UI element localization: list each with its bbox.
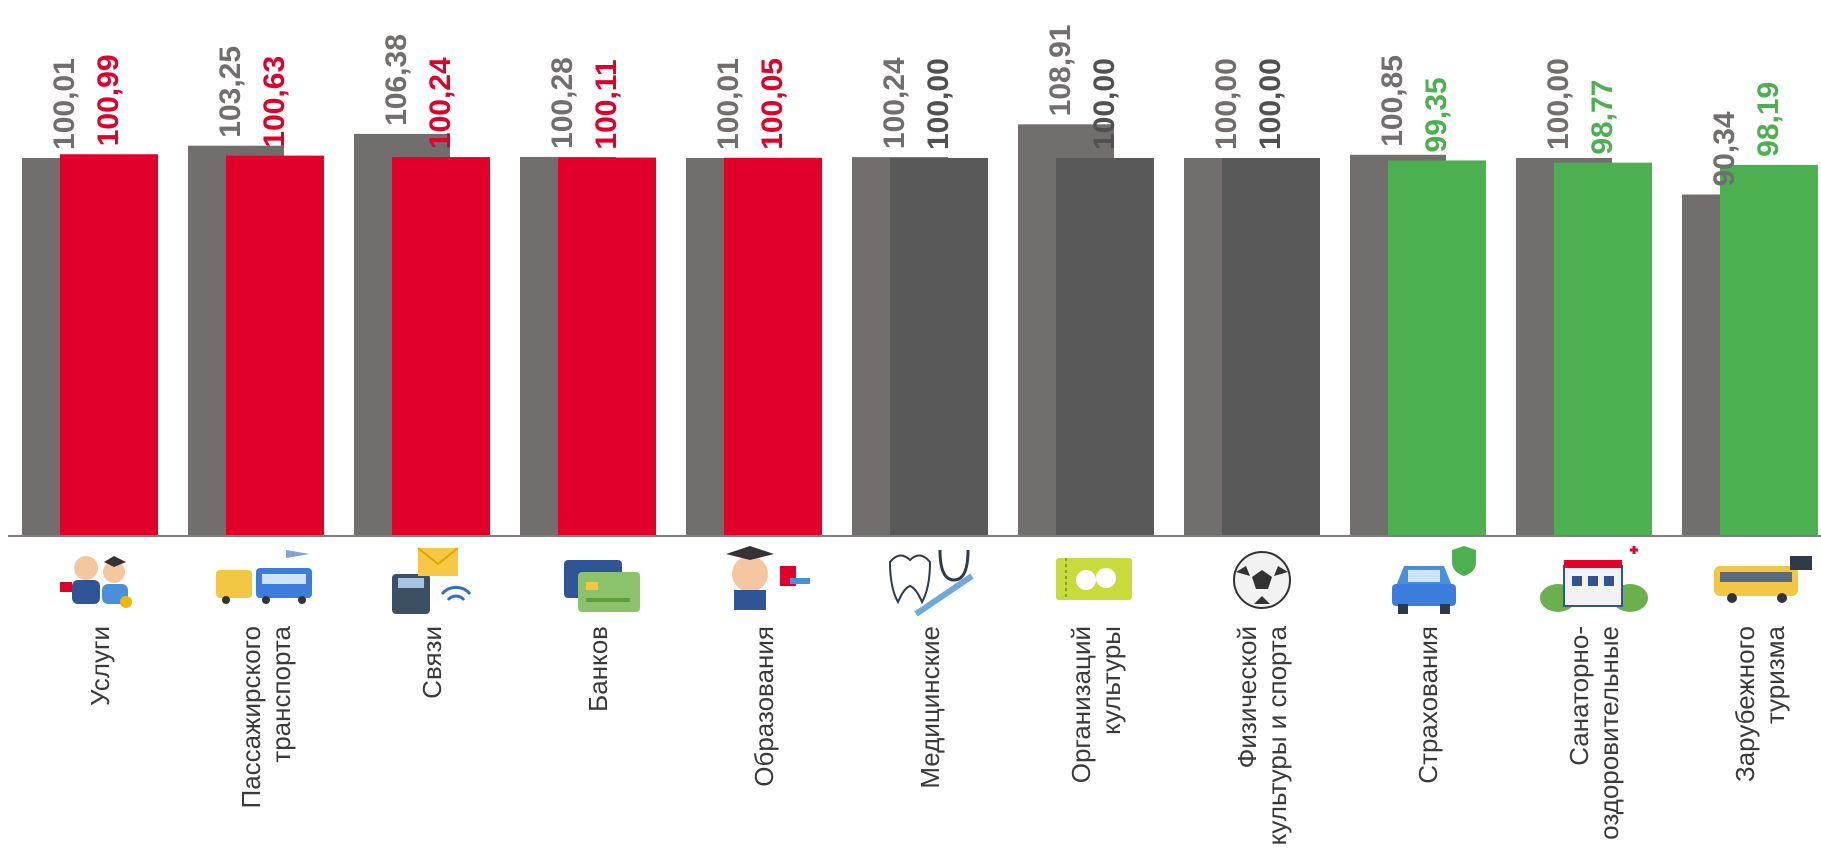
soccer-ball-icon xyxy=(1233,551,1291,609)
value-label-series1-10: 90,34 xyxy=(1708,111,1741,186)
value-label-series1-0: 100,01 xyxy=(48,58,81,150)
category-label-1: Пассажирскоготранспорта xyxy=(236,625,296,808)
value-label-series1-3: 100,28 xyxy=(546,57,579,149)
tour-bus-icon xyxy=(1714,556,1812,603)
services-people-icon xyxy=(60,556,132,608)
bar-series2-7 xyxy=(1222,158,1320,536)
theater-tickets-icon xyxy=(1056,558,1132,600)
category-label-5: Медицинские xyxy=(915,626,945,789)
bar-series2-3 xyxy=(558,157,656,536)
category-label-3: Банков xyxy=(583,626,613,712)
value-label-series1-9: 100,00 xyxy=(1542,58,1575,150)
category-label-10: Зарубежноготуризма xyxy=(1730,625,1790,782)
value-label-series2-9: 98,77 xyxy=(1586,80,1619,155)
value-label-series2-8: 99,35 xyxy=(1420,77,1453,152)
bar-series2-10 xyxy=(1720,164,1818,536)
sanatorium-building-icon xyxy=(1540,546,1648,612)
bar-series2-4 xyxy=(724,157,822,536)
value-label-series2-2: 100,24 xyxy=(424,57,457,149)
category-label-7: Физическойкультуры и спорта xyxy=(1232,625,1292,845)
category-label-0: Услуги xyxy=(85,626,115,706)
value-label-series1-2: 106,38 xyxy=(380,34,413,126)
value-label-series2-10: 98,19 xyxy=(1752,82,1785,157)
category-label-8: Страхования xyxy=(1413,626,1443,784)
telephone-mail-wifi-icon xyxy=(392,547,472,614)
value-label-series2-7: 100,00 xyxy=(1254,58,1287,150)
category-label-4: Образования xyxy=(749,626,779,787)
value-label-series2-0: 100,99 xyxy=(92,54,125,146)
value-label-series2-6: 100,00 xyxy=(1088,58,1121,150)
category-labels-layer: Услуги Пассажирскоготранспорта Связи Банков… xyxy=(85,625,1790,845)
value-label-series1-4: 100,01 xyxy=(712,58,745,150)
bank-cards-icon xyxy=(564,560,640,612)
category-label-9: Санаторно-оздоровительные xyxy=(1564,626,1624,840)
bus-taxi-train-plane-icon xyxy=(216,550,312,604)
value-label-series2-1: 100,63 xyxy=(258,56,291,148)
value-label-series1-7: 100,00 xyxy=(1210,58,1243,150)
value-label-series2-4: 100,05 xyxy=(756,58,789,150)
bar-series2-6 xyxy=(1056,158,1154,536)
value-label-series1-6: 108,91 xyxy=(1044,25,1077,117)
value-label-series2-5: 100,00 xyxy=(922,58,955,150)
value-label-series1-5: 100,24 xyxy=(878,57,911,149)
bar-series2-1 xyxy=(226,155,324,537)
bar-series2-8 xyxy=(1388,160,1486,536)
bars-layer xyxy=(22,124,1818,537)
car-shield-icon xyxy=(1392,546,1476,614)
bar-series2-5 xyxy=(890,158,988,536)
tooth-stethoscope-syringe-icon xyxy=(888,549,974,617)
category-icons-layer xyxy=(60,546,1812,617)
category-label-6: Организацийкультуры xyxy=(1066,626,1126,783)
bar-series2-0 xyxy=(60,154,158,536)
value-labels-layer: 100,01 100,99 103,25 100,63 106,38 100,24 100,… xyxy=(48,25,1785,187)
category-label-2: Связи xyxy=(417,626,447,699)
bar-series2-9 xyxy=(1554,162,1652,536)
value-label-series2-3: 100,11 xyxy=(590,59,623,149)
graduate-diploma-icon xyxy=(726,546,810,610)
value-label-series1-1: 103,25 xyxy=(214,46,247,138)
bar-series2-2 xyxy=(392,157,490,536)
value-label-series1-8: 100,85 xyxy=(1376,55,1409,147)
